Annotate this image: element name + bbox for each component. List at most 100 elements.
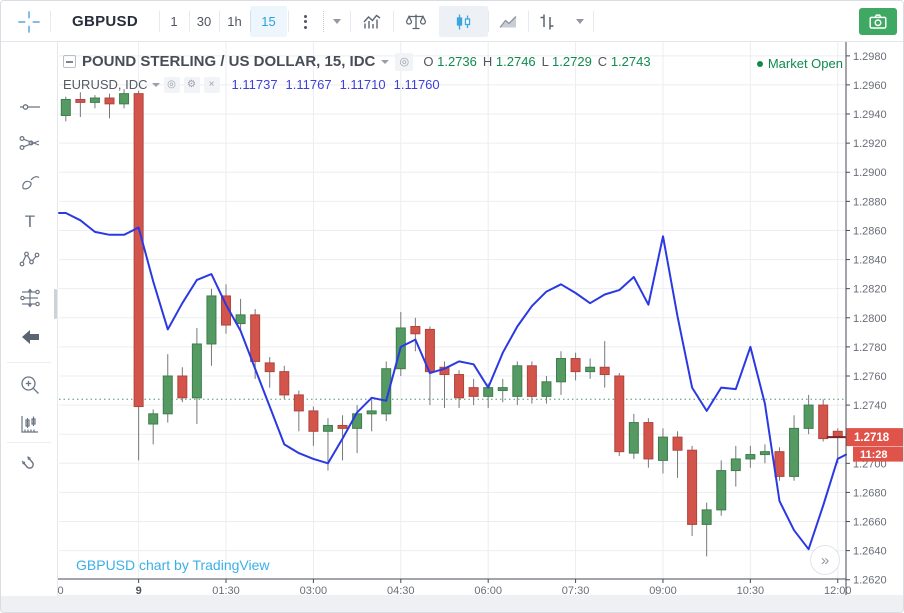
interval-button-15[interactable]: 15 (250, 6, 287, 37)
interval-button-1h[interactable]: 1h (227, 14, 242, 29)
svg-text:10:30: 10:30 (737, 585, 765, 597)
magnet-icon (21, 456, 34, 469)
zoom-in-icon (21, 376, 39, 394)
arrow-left-icon (22, 330, 39, 344)
svg-text:1.2740: 1.2740 (853, 400, 887, 412)
projection-icon (20, 288, 40, 308)
brush-tool-button[interactable] (17, 169, 43, 195)
magnet-button[interactable] (17, 452, 43, 478)
overlay-remove-button[interactable]: × (203, 76, 220, 93)
open-value: 1.2736 (437, 54, 477, 69)
symbol-label: GBPUSD (72, 13, 138, 30)
svg-text:1.2860: 1.2860 (853, 225, 887, 237)
svg-text:1.2680: 1.2680 (853, 487, 887, 499)
toggle-visibility-button[interactable]: ◎ (395, 52, 414, 71)
crosshair-icon (18, 10, 40, 33)
candles-icon (456, 14, 470, 29)
svg-text:1.2760: 1.2760 (853, 371, 887, 383)
eye-icon: ◎ (167, 79, 176, 90)
trend-line-icon (20, 104, 40, 110)
svg-text:9: 9 (136, 585, 142, 597)
candles-style-button[interactable] (439, 6, 488, 37)
measure-button[interactable] (17, 411, 43, 437)
sidebar-scrollbar[interactable] (54, 289, 57, 319)
low-value: 1.2729 (552, 54, 592, 69)
status-label: Market Open (767, 56, 843, 71)
double-chevron-right-icon: » (820, 551, 830, 569)
symbol-button[interactable]: GBPUSD (51, 6, 159, 37)
close-icon: × (208, 79, 215, 90)
main-series-row: POUND STERLING / US DOLLAR, 15, IDC ◎ O … (63, 51, 651, 72)
pattern-tool-button[interactable] (17, 246, 43, 272)
svg-text:1.2780: 1.2780 (853, 342, 887, 354)
area-style-button[interactable] (488, 6, 528, 37)
area-chart-icon (499, 15, 517, 28)
overlay-settings-button[interactable]: ⚙ (183, 76, 200, 93)
eye-icon: ◎ (399, 56, 410, 68)
zoom-in-button[interactable] (17, 372, 43, 398)
text-icon: T (25, 212, 35, 231)
indicators-button[interactable] (350, 6, 393, 37)
overlay-visibility-button[interactable]: ◎ (163, 76, 180, 93)
svg-text:1.2840: 1.2840 (853, 255, 887, 267)
svg-text:03:00: 03:00 (300, 585, 328, 597)
interval-dropdown-button[interactable] (324, 6, 350, 37)
svg-text:07:30: 07:30 (562, 585, 590, 597)
open-in-tradingview-button[interactable]: » (810, 545, 840, 575)
svg-text:12:00: 12:00 (824, 585, 852, 597)
status-dot-icon (756, 60, 763, 67)
scales-icon (405, 14, 427, 29)
svg-text:01:30: 01:30 (212, 585, 240, 597)
bars-style-button[interactable] (528, 6, 566, 37)
svg-text:1.2960: 1.2960 (853, 80, 887, 92)
chart-legend: POUND STERLING / US DOLLAR, 15, IDC ◎ O … (63, 51, 651, 94)
chevron-down-icon[interactable] (151, 82, 160, 87)
gann-fib-tool-button[interactable] (17, 130, 43, 156)
kebab-menu-icon (303, 14, 307, 29)
chart-title: POUND STERLING / US DOLLAR, 15, IDC (82, 53, 376, 70)
text-tool-button[interactable]: T (17, 209, 43, 235)
interval-menu-button[interactable] (288, 6, 322, 37)
svg-text:06:00: 06:00 (474, 585, 502, 597)
brush-icon (22, 176, 40, 190)
forecast-tool-button[interactable] (17, 285, 43, 311)
gann-lines-icon (19, 135, 40, 151)
svg-text:0: 0 (57, 585, 63, 597)
indicators-icon (362, 14, 380, 28)
market-status-badge: Market Open (756, 56, 843, 71)
svg-text:1.2920: 1.2920 (853, 138, 887, 150)
trend-line-tool-button[interactable] (17, 94, 43, 120)
svg-text:04:30: 04:30 (387, 585, 415, 597)
close-value: 1.2743 (610, 54, 651, 69)
top-toolbar: GBPUSD 1 30 1h 15 (1, 1, 903, 42)
svg-text:1.2900: 1.2900 (853, 167, 887, 179)
xabcd-pattern-icon (19, 251, 40, 267)
drawing-toolbar: T (1, 42, 58, 596)
snapshot-button[interactable] (859, 8, 897, 35)
svg-text:11:28: 11:28 (860, 449, 888, 461)
svg-text:1.2980: 1.2980 (853, 51, 887, 63)
camera-icon (869, 13, 887, 29)
candle-ruler-icon (21, 416, 38, 433)
svg-text:1.2718: 1.2718 (854, 432, 890, 444)
interval-button-1[interactable]: 1 (170, 14, 178, 29)
svg-text:1.2640: 1.2640 (853, 546, 887, 558)
compare-button[interactable] (393, 6, 439, 37)
tradingview-attribution-link[interactable]: GBPUSD chart by TradingView (76, 557, 270, 573)
svg-text:09:00: 09:00 (649, 585, 677, 597)
gear-icon: ⚙ (187, 79, 196, 90)
svg-text:1.2620: 1.2620 (853, 575, 887, 587)
chevron-down-icon[interactable] (381, 59, 390, 64)
overlay-series-name: EURUSD, IDC (63, 77, 148, 92)
interval-button-30[interactable]: 30 (196, 14, 212, 29)
svg-text:1.2880: 1.2880 (853, 196, 887, 208)
crosshair-tool-button[interactable] (13, 6, 45, 37)
hide-panel-button[interactable] (17, 324, 43, 350)
ohlc-values: O 1.2736 H 1.2746 L 1.2729 C 1.2743 (423, 54, 651, 69)
collapse-legend-button[interactable] (63, 55, 76, 68)
chevron-down-icon (575, 19, 584, 24)
style-dropdown-button[interactable] (566, 6, 593, 37)
overlay-series-row: EURUSD, IDC ◎ ⚙ × 1.11737 1.11767 1.1171… (63, 75, 651, 94)
